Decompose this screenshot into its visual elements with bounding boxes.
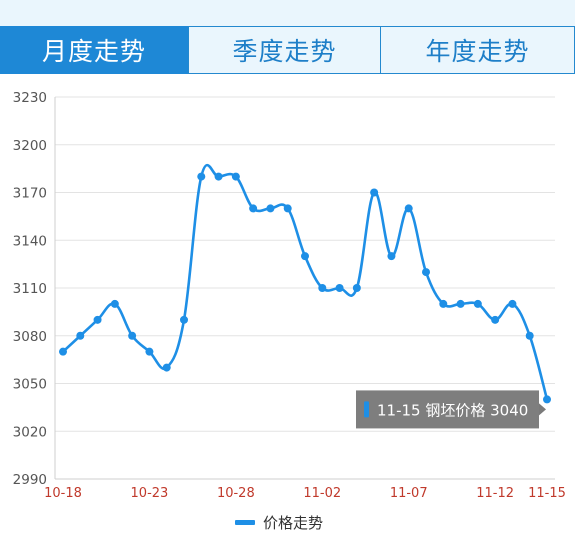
y-tick-label: 3200 [13, 138, 47, 154]
data-point [93, 315, 102, 324]
price-line-chart: 3230 3200 3170 3140 3110 3080 3050 3020 299010-1… [13, 90, 566, 501]
data-point [422, 268, 430, 277]
data-point [508, 299, 517, 308]
x-tick-label: 11-12 [476, 486, 514, 501]
data-point [473, 299, 482, 308]
data-point [301, 252, 309, 261]
y-tick-label: 3230 [13, 90, 47, 106]
data-point [231, 172, 240, 181]
y-tick-label: 3110 [13, 281, 47, 297]
y-tick-label: 3080 [13, 329, 47, 345]
data-point [214, 172, 223, 181]
tooltip-text: 11-15 钢坯价格 3040 [377, 401, 528, 419]
data-point [197, 172, 206, 181]
data-point [370, 188, 379, 197]
y-tick-label: 3020 [13, 424, 47, 440]
data-point [491, 315, 500, 324]
tooltip-swatch [364, 401, 369, 418]
tab-monthly[interactable]: 月度走势 [0, 26, 188, 74]
x-tick-label: 10-23 [131, 486, 169, 501]
tab-quarterly[interactable]: 季度走势 [188, 26, 381, 74]
data-point [162, 363, 171, 372]
data-point [439, 299, 448, 308]
tooltip-box [356, 390, 539, 429]
series-line [62, 163, 549, 400]
chart-legend[interactable]: 价格走势 [235, 512, 323, 533]
data-point [335, 284, 344, 292]
period-tabs: 月度走势 季度走势 年度走势 [0, 26, 575, 74]
data-point [59, 347, 67, 356]
data-point [76, 331, 85, 340]
tab-yearly[interactable]: 年度走势 [381, 26, 575, 74]
y-tick-label: 3170 [13, 186, 47, 202]
top-band [0, 0, 575, 26]
legend-swatch [235, 520, 255, 525]
data-point [128, 331, 137, 340]
data-point [525, 331, 534, 340]
data-point [283, 204, 292, 213]
x-tick-label: 10-18 [44, 486, 82, 501]
tooltip-arrow [539, 403, 546, 416]
data-point [352, 284, 361, 292]
y-tick-label: 3140 [13, 233, 47, 249]
y-tick-label: 3050 [13, 377, 47, 393]
legend-label: 价格走势 [263, 514, 324, 532]
data-point [145, 347, 154, 356]
x-tick-label: 10-28 [217, 486, 255, 501]
x-tick-label: 11-07 [390, 486, 428, 501]
data-point [249, 204, 258, 213]
x-tick-label: 11-15 [528, 486, 566, 501]
data-point [404, 204, 413, 213]
y-tick-label: 2990 [13, 472, 47, 488]
data-point [456, 299, 465, 308]
data-point [266, 204, 275, 213]
data-point [387, 252, 396, 261]
data-point [110, 299, 119, 308]
data-point [543, 395, 551, 404]
data-point [180, 315, 188, 324]
x-tick-label: 11-02 [303, 486, 341, 501]
data-point [318, 284, 327, 292]
